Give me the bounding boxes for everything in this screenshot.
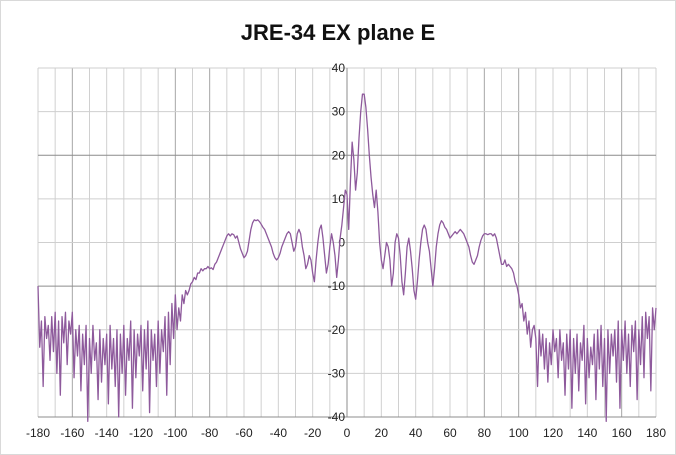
x-tick-label: -160 bbox=[60, 426, 84, 440]
series-group bbox=[37, 93, 657, 423]
x-tick-label: -100 bbox=[163, 426, 187, 440]
x-tick-label: -80 bbox=[201, 426, 219, 440]
x-tick-label: 180 bbox=[646, 426, 666, 440]
x-tick-label: -120 bbox=[129, 426, 153, 440]
y-tick-label: 30 bbox=[332, 105, 346, 119]
x-tick-label: 160 bbox=[612, 426, 632, 440]
x-tick-label: 0 bbox=[344, 426, 351, 440]
x-tick-labels: -180 -160 -140 -120 -100 -80 -60 -40 -20 0 20 40 60 8… bbox=[26, 426, 666, 440]
x-tick-label: -60 bbox=[235, 426, 253, 440]
x-tick-label: 120 bbox=[543, 426, 563, 440]
x-tick-label: -180 bbox=[26, 426, 50, 440]
x-tick-label: 80 bbox=[478, 426, 492, 440]
y-tick-labels: 40 30 20 10 0 -10 -20 -30 -40 bbox=[328, 61, 346, 424]
x-tick-label: -20 bbox=[304, 426, 322, 440]
y-tick-label: 0 bbox=[338, 236, 345, 250]
y-tick-label: -40 bbox=[328, 410, 346, 424]
x-tick-label: 100 bbox=[509, 426, 529, 440]
x-tick-label: -140 bbox=[95, 426, 119, 440]
y-tick-label: 20 bbox=[332, 148, 346, 162]
chart-title: JRE-34 EX plane E bbox=[240, 20, 436, 45]
series-line bbox=[37, 93, 657, 423]
x-tick-label: 40 bbox=[409, 426, 423, 440]
x-tick-label: -40 bbox=[270, 426, 288, 440]
x-tick-label: 20 bbox=[375, 426, 389, 440]
axes bbox=[38, 68, 656, 418]
x-tick-label: 140 bbox=[577, 426, 597, 440]
y-tick-label: 10 bbox=[332, 192, 346, 206]
x-tick-label: 60 bbox=[443, 426, 457, 440]
y-tick-label: -10 bbox=[328, 279, 346, 293]
y-tick-label: -20 bbox=[328, 323, 346, 337]
y-tick-label: 40 bbox=[332, 61, 346, 75]
y-tick-label: -30 bbox=[328, 366, 346, 380]
